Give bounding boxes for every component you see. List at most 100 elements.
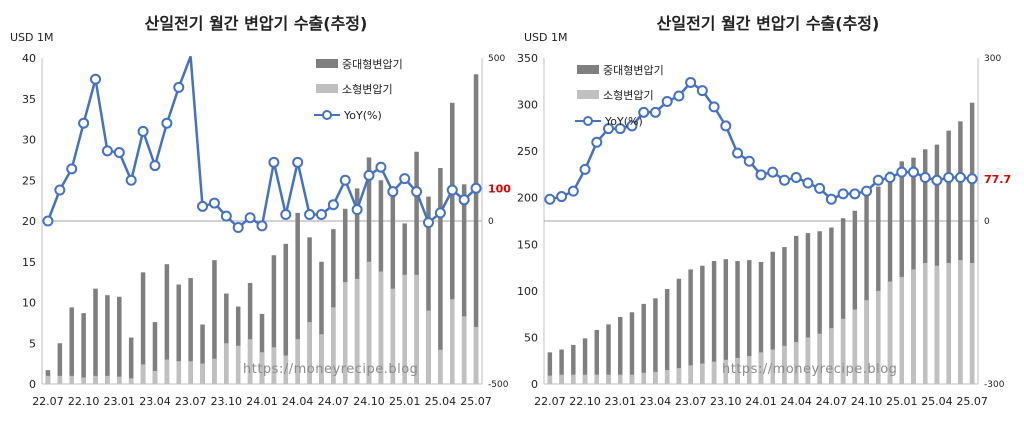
yoy-point-24.05 [802,177,814,189]
y-tick-label: 0 [29,378,36,391]
bar-large-25.03 [426,196,431,384]
bar-large-23.02 [629,312,635,384]
bar-small-24.03 [283,355,289,384]
bar-large-24.08 [840,218,846,384]
bar-small-25.03 [922,262,928,384]
x-tick-label: 22.10 [569,395,601,408]
yoy-point-25.03 [919,172,931,184]
yoy-point-24.01 [256,220,268,232]
bar-large-23.08 [700,265,705,384]
y-tick-label: 300 [517,99,538,112]
bar-small-25.04 [438,349,443,384]
watermark: https://moneyrecipe.blog [243,362,419,377]
bar-small-24.11 [378,271,384,384]
yoy-point-23.08 [197,200,209,212]
bar-large-25.05 [450,102,455,384]
yoy-point-24.09 [849,188,861,200]
bar-small-22.10 [582,374,588,384]
bar-small-23.11 [235,345,241,384]
x-tick-label: 23.10 [211,395,243,408]
x-tick-label: 24.10 [851,395,883,408]
bar-large-23.09 [212,260,217,384]
bar-large-22.12 [105,295,110,384]
legend-marker-yoy [583,116,593,126]
bar-small-22.10 [81,377,86,384]
bar-small-23.09 [212,358,217,384]
yoy-point-24.04 [790,172,802,184]
yoy-point-24.07 [327,199,339,211]
bar-small-22.08 [57,375,63,384]
yoy-point-23.06 [673,90,685,102]
bar-small-24.05 [805,337,811,384]
x-tick-label: 22.07 [534,395,566,408]
y2-tick-label: 0 [488,217,494,227]
bar-small-24.03 [782,345,787,384]
legend-label-large: 중대형변압기 [342,58,403,71]
bar-small-23.12 [247,339,253,384]
yoy-point-24.03 [280,208,292,220]
bar-large-24.03 [782,247,787,384]
y-tick-label: 15 [22,256,36,269]
yoy-point-24.07 [825,193,837,205]
x-tick-label: 24.07 [816,395,848,408]
x-tick-label: 24.04 [282,395,314,408]
bar-large-25.06 [461,184,467,384]
y-tick-label: 10 [22,297,36,310]
bar-small-25.02 [911,269,916,384]
yoy-point-24.01 [755,169,767,181]
yoy-point-23.05 [161,117,173,129]
x-tick-label: 23.07 [175,395,207,408]
legend-swatch-large [577,65,599,74]
legend-swatch-small [316,84,338,93]
yoy-point-24.05 [304,208,316,220]
x-tick-label: 24.07 [318,395,350,408]
bar-large-25.01 [899,161,904,384]
bar-large-22.12 [606,324,611,384]
yoy-point-25.03 [422,217,434,229]
y-tick-label: 200 [517,192,538,205]
bar-large-25.05 [946,130,951,384]
yoy-point-22.11 [591,136,603,148]
yoy-point-24.08 [837,188,849,200]
watermark: https://moneyrecipe.blog [722,362,898,377]
bar-small-23.09 [711,361,717,384]
bar-small-25.02 [414,274,419,384]
bar-small-23.08 [700,363,705,384]
x-tick-label: 23.07 [675,395,707,408]
bar-large-23.09 [711,261,717,384]
bar-large-25.04 [934,144,940,384]
bar-small-22.09 [69,375,74,384]
yoy-point-23.04 [149,160,161,172]
bar-small-22.11 [93,375,98,384]
x-tick-label: 23.10 [710,395,742,408]
bar-large-24.05 [805,233,811,384]
yoy-point-23.04 [649,106,661,118]
yoy-point-23.10 [720,120,732,132]
bar-small-24.08 [342,282,348,384]
x-tick-label: 23.04 [139,395,171,408]
yoy-point-23.09 [708,101,720,113]
bar-large-23.03 [140,272,146,384]
legend-swatch-large [316,59,338,68]
yoy-point-22.12 [101,145,113,157]
bar-large-24.01 [758,261,764,384]
bar-large-23.05 [664,288,670,384]
yoy-point-22.09 [66,163,78,175]
yoy-point-23.12 [743,155,755,167]
yoy-point-22.10 [78,117,90,129]
bar-large-22.10 [582,338,588,384]
yoy-point-25.04 [434,207,446,219]
bar-small-24.10 [864,300,869,384]
yoy-point-23.12 [244,212,256,224]
bar-large-24.12 [887,171,893,384]
legend-label-large: 중대형변압기 [603,64,664,77]
bar-small-25.07 [969,262,975,384]
bar-large-24.12 [390,192,396,384]
bar-large-25.07 [969,102,975,385]
yoy-point-22.12 [603,123,615,135]
bar-large-24.11 [876,186,881,384]
x-tick-label: 24.10 [353,395,385,408]
bar-small-24.02 [271,347,277,384]
